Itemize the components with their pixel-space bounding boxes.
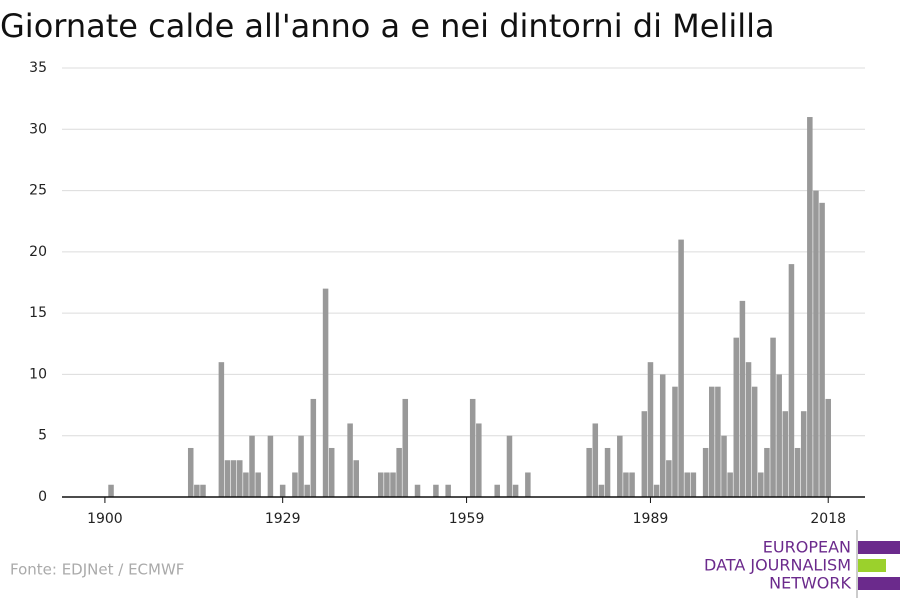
bar — [249, 435, 255, 497]
bar — [224, 460, 231, 497]
bar — [390, 472, 396, 497]
bar — [770, 337, 776, 497]
bar — [629, 472, 635, 497]
bar — [690, 472, 697, 497]
bar — [819, 202, 825, 498]
bar — [506, 435, 513, 497]
bar — [684, 472, 690, 497]
bar — [586, 447, 592, 497]
bar — [218, 362, 225, 497]
bar — [813, 190, 819, 498]
bar — [243, 472, 249, 497]
bar — [476, 423, 482, 497]
bar — [617, 435, 623, 497]
bar — [310, 398, 317, 497]
bar — [782, 411, 789, 497]
bar — [776, 374, 782, 497]
bar — [445, 484, 451, 497]
y-tick-label: 35 — [29, 60, 47, 76]
bar — [727, 472, 733, 497]
chart-title: Giornate calde all'anno a e nei dintorni… — [0, 7, 775, 45]
bar — [715, 386, 721, 497]
x-tick-label: 1900 — [87, 511, 123, 527]
bar — [292, 472, 298, 497]
bar — [672, 386, 678, 497]
logo-text: NETWORK — [769, 574, 851, 593]
bar — [396, 447, 402, 497]
logo-text: DATA JOURNALISM — [704, 556, 851, 575]
source: Fonte: EDJNet / ECMWF — [10, 561, 184, 579]
bar — [200, 484, 206, 497]
bar — [807, 117, 813, 498]
y-tick-label: 30 — [29, 121, 47, 137]
bar — [237, 460, 243, 497]
logo: EUROPEAN DATA JOURNALISM NETWORK — [704, 530, 900, 598]
y-tick-label: 0 — [38, 489, 47, 505]
logo-bar — [858, 541, 900, 554]
logo-bar — [858, 577, 900, 590]
bar — [347, 423, 353, 497]
bar — [825, 398, 831, 497]
bar — [598, 484, 605, 497]
bar — [279, 484, 286, 497]
bar — [255, 472, 261, 497]
bar — [745, 362, 752, 497]
y-tick-label: 15 — [29, 305, 47, 321]
bar — [702, 447, 709, 497]
bar — [230, 460, 237, 497]
bar — [751, 386, 758, 497]
bar — [108, 484, 114, 497]
bar — [659, 374, 666, 497]
bar — [623, 472, 629, 497]
bar — [384, 472, 390, 497]
x-tick-label: 1989 — [633, 511, 669, 527]
x-tick-label: 1959 — [449, 511, 485, 527]
bar — [298, 435, 304, 497]
bar — [678, 239, 684, 497]
bar — [794, 447, 801, 497]
bar — [304, 484, 310, 497]
bar — [788, 264, 795, 497]
x-tick-label: 2018 — [810, 511, 846, 527]
bar — [604, 447, 611, 497]
bar — [187, 447, 194, 497]
bar — [708, 386, 715, 497]
bar — [800, 411, 807, 497]
logo-bar — [858, 559, 886, 572]
bar — [733, 337, 740, 497]
y-tick-label: 25 — [29, 183, 47, 199]
bar — [666, 460, 672, 497]
bar — [194, 484, 200, 497]
bar — [469, 398, 476, 497]
x-tick-label: 1929 — [265, 511, 301, 527]
bar — [512, 484, 519, 497]
bar — [758, 472, 764, 497]
bar — [267, 435, 274, 497]
bar — [322, 288, 329, 497]
bar — [433, 484, 439, 497]
bar — [647, 362, 654, 497]
bar — [328, 447, 335, 497]
y-tick-label: 20 — [29, 244, 47, 260]
bar — [739, 300, 746, 497]
bar — [653, 484, 660, 497]
bar — [764, 447, 770, 497]
bar — [494, 484, 500, 497]
logo-text: EUROPEAN — [763, 538, 851, 557]
bar — [377, 472, 384, 497]
y-tick-label: 10 — [29, 366, 47, 382]
bar — [721, 435, 727, 497]
bar — [592, 423, 599, 497]
bar — [353, 460, 359, 497]
bar — [414, 484, 421, 497]
bar — [525, 472, 531, 497]
bar — [402, 398, 409, 497]
bar — [641, 411, 648, 497]
y-tick-label: 5 — [38, 428, 47, 444]
